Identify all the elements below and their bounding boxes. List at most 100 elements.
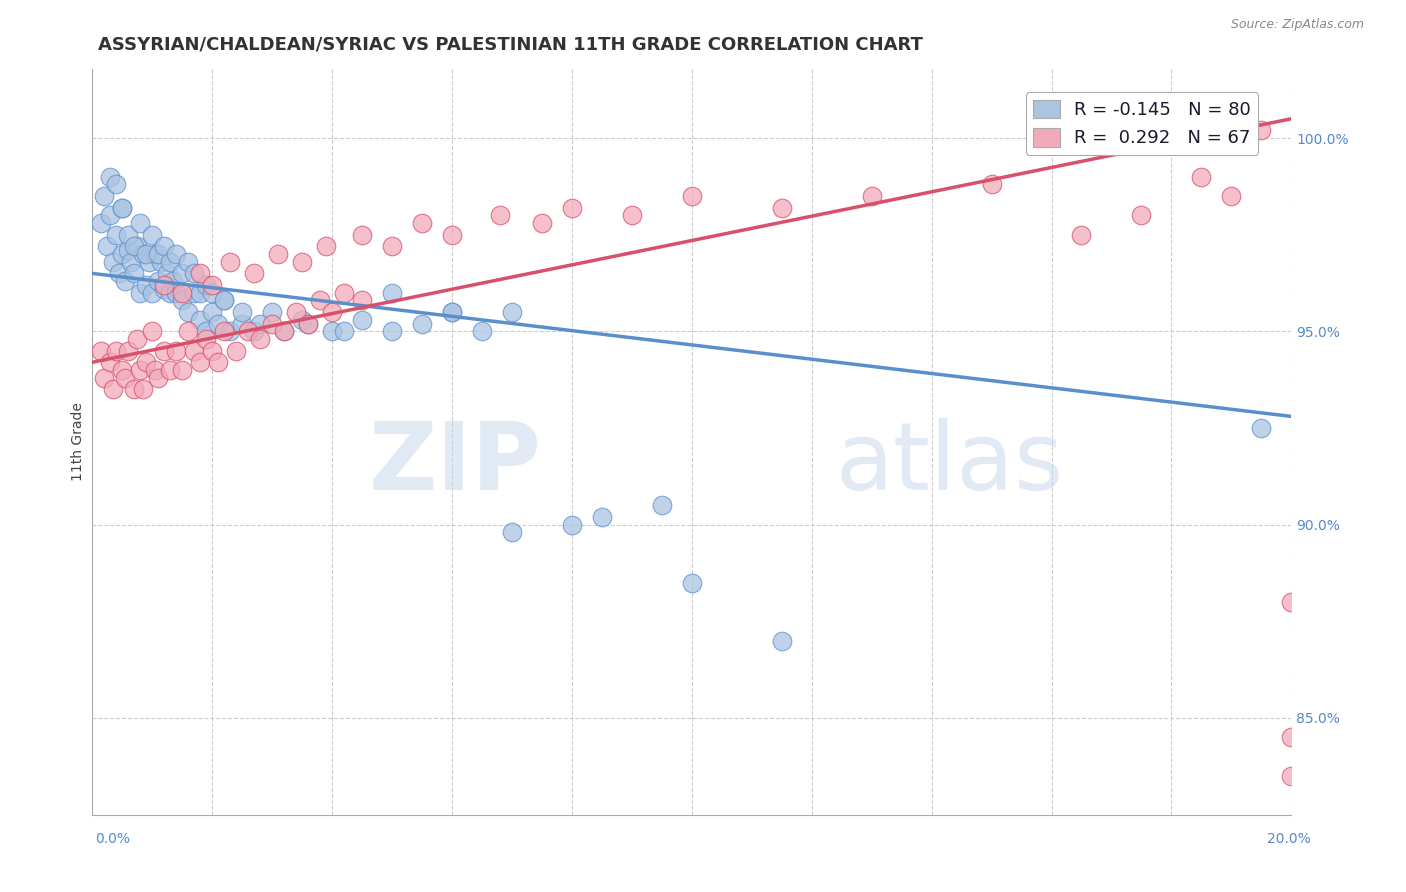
Point [350,312,373,326]
Point [177,254,200,268]
Point [243,324,266,338]
Point [530,216,553,230]
Point [127,332,149,346]
Point [90,216,112,230]
Point [219,324,242,338]
Y-axis label: 11th Grade: 11th Grade [72,402,86,481]
Point [291,254,314,268]
Point [165,285,187,300]
Point [243,266,266,280]
Point [188,312,211,326]
Point [225,343,247,358]
Point [135,247,157,261]
Point [267,247,290,261]
Text: ASSYRIAN/CHALDEAN/SYRIAC VS PALESTINIAN 11TH GRADE CORRELATION CHART: ASSYRIAN/CHALDEAN/SYRIAC VS PALESTINIAN … [98,36,924,54]
Point [108,266,131,280]
Point [127,239,149,253]
Point [770,201,793,215]
Point [440,305,463,319]
Point [651,499,673,513]
Point [165,247,187,261]
Text: 20.0%: 20.0% [1267,831,1310,846]
Point [98,355,121,369]
Point [201,285,224,300]
Point [681,575,703,590]
Point [172,293,194,308]
Point [183,343,205,358]
Point [135,277,157,292]
Legend: R = -0.145   N = 80, R =  0.292   N = 67: R = -0.145 N = 80, R = 0.292 N = 67 [1025,93,1258,154]
Point [1220,189,1243,203]
Point [1189,169,1212,184]
Point [114,274,136,288]
Text: Source: ZipAtlas.com: Source: ZipAtlas.com [1230,18,1364,31]
Point [143,363,166,377]
Point [291,312,314,326]
Point [111,247,134,261]
Point [411,317,433,331]
Point [980,178,1002,192]
Point [141,227,163,242]
Point [231,317,253,331]
Point [183,266,205,280]
Point [333,285,356,300]
Point [350,293,373,308]
Point [93,189,115,203]
Point [143,247,166,261]
Point [381,285,404,300]
Point [141,324,163,338]
Point [260,317,283,331]
Point [117,343,139,358]
Point [150,254,173,268]
Point [561,201,583,215]
Point [195,324,218,338]
Point [285,305,308,319]
Point [350,227,373,242]
Point [1250,421,1272,435]
Point [129,285,152,300]
Point [111,201,134,215]
Point [591,510,613,524]
Point [105,343,128,358]
Point [1279,595,1302,609]
Point [117,243,139,257]
Point [188,355,211,369]
Point [177,305,200,319]
Point [249,317,271,331]
Point [141,285,163,300]
Point [195,332,218,346]
Point [212,324,235,338]
Point [273,324,295,338]
Point [273,324,295,338]
Point [297,317,319,331]
Point [249,332,271,346]
Point [297,317,319,331]
Point [501,305,523,319]
Text: atlas: atlas [835,418,1064,510]
Point [122,382,145,396]
Point [860,189,883,203]
Point [146,274,169,288]
Point [188,266,211,280]
Text: ZIP: ZIP [368,418,541,510]
Point [117,227,139,242]
Point [98,169,121,184]
Point [90,343,112,358]
Point [132,382,155,396]
Point [440,227,463,242]
Point [212,293,235,308]
Point [111,363,134,377]
Point [309,293,332,308]
Point [96,239,118,253]
Point [156,266,179,280]
Point [1250,123,1272,137]
Point [561,517,583,532]
Point [153,282,176,296]
Point [146,370,169,384]
Point [212,293,235,308]
Point [177,324,200,338]
Point [129,363,152,377]
Point [501,525,523,540]
Point [381,324,404,338]
Point [231,305,253,319]
